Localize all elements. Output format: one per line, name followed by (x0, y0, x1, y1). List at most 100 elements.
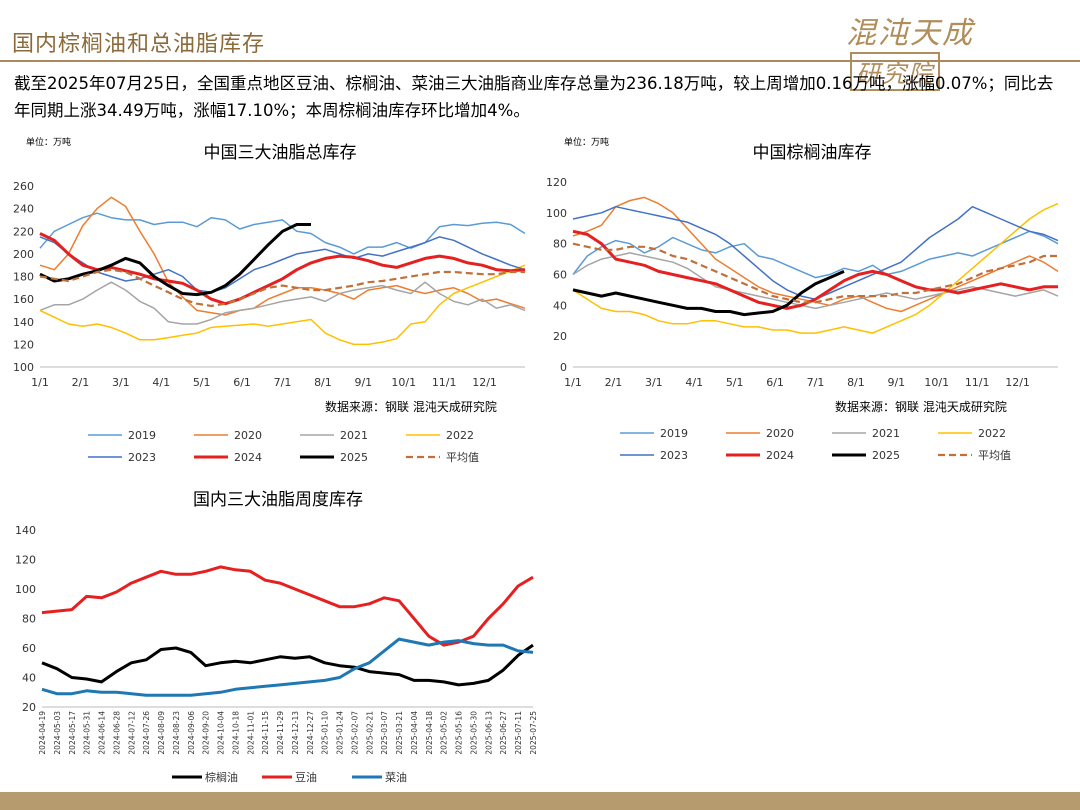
x-tick-label: 2025-05-16 (455, 711, 464, 755)
x-tick-label: 7/1 (274, 376, 292, 389)
legend-label: 2022 (978, 427, 1006, 440)
legend-label: 2025 (340, 451, 368, 464)
x-tick-label: 2025-01-10 (321, 711, 330, 755)
legend-label: 2019 (660, 427, 688, 440)
y-tick-label: 100 (546, 207, 567, 220)
y-tick-label: 140 (15, 524, 36, 537)
y-tick-label: 220 (13, 225, 34, 238)
legend-label: 平均值 (978, 449, 1011, 462)
series-line-平均值 (572, 242, 1058, 304)
y-tick-label: 120 (13, 338, 34, 351)
x-tick-label: 2025-03-07 (380, 711, 389, 755)
x-tick-label: 9/1 (887, 376, 905, 389)
legend-label: 2020 (766, 427, 794, 440)
x-tick-label: 2024-07-26 (142, 711, 151, 755)
x-tick-label: 2024-08-23 (172, 711, 181, 755)
x-tick-label: 11/1 (432, 376, 457, 389)
x-tick-label: 2024-11-15 (261, 711, 270, 755)
x-tick-label: 3/1 (645, 376, 663, 389)
y-tick-label: 0 (560, 361, 567, 374)
summary-text: 截至2025年07月25日，全国重点地区豆油、棕榈油、菜油三大油脂商业库存总量为… (14, 74, 1054, 120)
y-tick-label: 80 (553, 238, 567, 251)
series-line-2025 (572, 270, 845, 317)
x-tick-label: 2024-11-01 (246, 711, 255, 755)
x-tick-label: 2024-05-31 (83, 711, 92, 755)
source-note: 数据来源：钢联 混沌天成研究院 (835, 399, 1007, 414)
legend-label: 2020 (234, 429, 262, 442)
x-tick-label: 6/1 (233, 376, 251, 389)
x-tick-label: 4/1 (152, 376, 170, 389)
x-tick-label: 5/1 (726, 376, 744, 389)
x-tick-label: 6/1 (766, 376, 784, 389)
x-tick-label: 2/1 (605, 376, 623, 389)
x-tick-label: 2025-07-11 (514, 711, 523, 755)
x-tick-label: 10/1 (924, 376, 949, 389)
unit-label: 单位：万吨 (26, 136, 71, 148)
y-tick-label: 140 (13, 316, 34, 329)
y-tick-label: 240 (13, 203, 34, 216)
x-tick-label: 2025-07-25 (529, 711, 538, 755)
x-tick-label: 5/1 (193, 376, 211, 389)
legend-label: 棕榈油 (205, 770, 238, 784)
y-tick-label: 100 (15, 583, 36, 596)
x-tick-label: 1/1 (31, 376, 49, 389)
x-tick-label: 12/1 (1005, 376, 1030, 389)
source-note: 数据来源：钢联 混沌天成研究院 (325, 399, 497, 414)
x-tick-label: 2/1 (72, 376, 90, 389)
x-tick-label: 2024-10-04 (217, 711, 226, 755)
series-line-棕榈油 (41, 643, 534, 687)
x-tick-label: 2024-10-18 (231, 711, 240, 755)
x-tick-label: 2024-04-19 (38, 711, 47, 755)
x-tick-label: 2025-04-18 (425, 711, 434, 755)
x-tick-label: 11/1 (965, 376, 990, 389)
legend-label: 2024 (766, 449, 794, 462)
y-tick-label: 200 (13, 248, 34, 261)
series-line-2021 (39, 281, 526, 325)
legend-label: 2023 (128, 451, 156, 464)
series-line-2022 (39, 264, 526, 346)
x-tick-label: 2024-06-14 (98, 711, 107, 755)
legend-label: 2019 (128, 429, 156, 442)
x-tick-label: 2024-09-20 (202, 711, 211, 755)
chart-title: 中国三大油脂总库存 (204, 143, 357, 163)
footer-bar (0, 792, 1080, 810)
x-tick-label: 8/1 (314, 376, 332, 389)
brand-logo: 混沌天成研究院 (846, 8, 1056, 91)
logo-box-text: 研究院 (850, 52, 940, 91)
x-tick-label: 12/1 (472, 376, 497, 389)
chart-total-inventory: 单位：万吨 中国三大油脂总库存 100 120 140 160 180 200 220 240 26… (13, 136, 526, 464)
x-tick-label: 2024-11-29 (276, 711, 285, 755)
series-line-2024 (572, 229, 1058, 310)
x-tick-label: 4/1 (685, 376, 703, 389)
series-line-2019 (572, 230, 1059, 279)
series-line-2023 (39, 236, 526, 294)
header-divider (0, 60, 1080, 62)
y-tick-label: 40 (22, 672, 36, 685)
y-tick-label: 40 (553, 299, 567, 312)
legend-label: 平均值 (446, 451, 479, 464)
y-tick-label: 260 (13, 180, 34, 193)
x-tick-label: 2025-05-02 (440, 711, 449, 755)
y-tick-label: 100 (13, 361, 34, 374)
x-tick-label: 2024-12-13 (291, 711, 300, 755)
y-tick-label: 60 (553, 269, 567, 282)
y-tick-label: 80 (22, 613, 36, 626)
y-tick-label: 60 (22, 642, 36, 655)
legend-label: 2022 (446, 429, 474, 442)
x-tick-label: 9/1 (354, 376, 372, 389)
y-tick-label: 20 (22, 701, 36, 714)
series-line-豆油 (41, 565, 534, 647)
legend-label: 2021 (340, 429, 368, 442)
x-tick-label: 3/1 (112, 376, 130, 389)
x-tick-label: 2025-02-07 (350, 711, 359, 755)
chart-title: 中国棕榈油库存 (753, 143, 872, 163)
legend-label: 2025 (872, 449, 900, 462)
legend-label: 豆油 (295, 770, 317, 784)
series-line-2020 (572, 196, 1059, 313)
chart-weekly-inventory: 国内三大油脂周度库存 20 40 60 80 100 120 140 2024-04-19 202… (15, 490, 538, 784)
legend-label: 2023 (660, 449, 688, 462)
x-tick-label: 2024-07-12 (127, 711, 136, 755)
x-tick-label: 2024-12-27 (306, 711, 315, 755)
x-tick-label: 2025-02-21 (365, 711, 374, 755)
series-line-2024 (39, 232, 526, 306)
